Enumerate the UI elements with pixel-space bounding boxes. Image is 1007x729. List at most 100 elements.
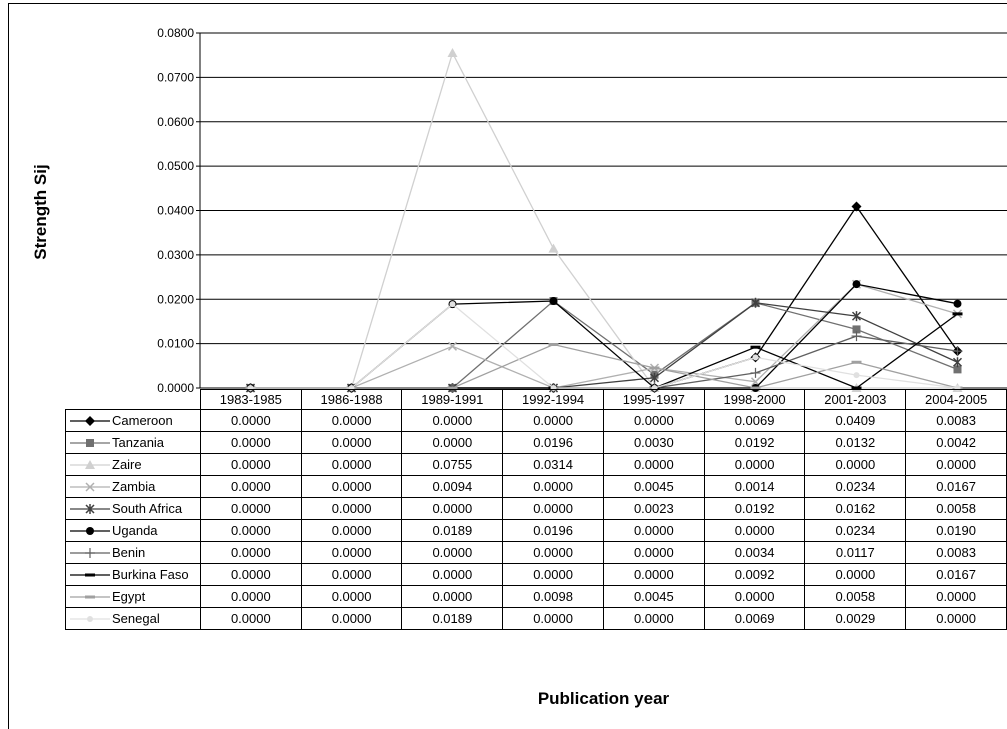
data-label: 0.0000 — [300, 541, 403, 564]
legend-label: Tanzania — [112, 435, 165, 451]
y-tick-label: 0.0600 — [157, 115, 194, 129]
y-tick-label: 0.0200 — [157, 292, 194, 306]
data-label: 0.0190 — [905, 519, 1007, 542]
x-category-label: 1983-1985 — [199, 389, 302, 410]
data-label: 0.0058 — [804, 585, 907, 608]
data-point-zambia — [447, 341, 458, 351]
x-category-label: 1995-1997 — [602, 389, 705, 410]
data-label: 0.0000 — [199, 431, 302, 454]
data-label: 0.0000 — [602, 519, 705, 542]
legend-marker — [85, 460, 95, 470]
data-point-burkina-faso — [851, 386, 862, 390]
series-senegal — [247, 301, 961, 391]
legend-entry-egypt: Egypt — [65, 585, 201, 608]
table-row: South Africa 0.0000 0.0000 0.0000 0.0000 0.00… — [65, 497, 1007, 520]
y-tick-label: 0.0500 — [157, 159, 194, 173]
data-point-uganda — [852, 280, 861, 289]
data-label: 0.0030 — [602, 431, 705, 454]
y-tick-label: 0.0700 — [157, 70, 194, 84]
legend-label: South Africa — [112, 501, 183, 517]
data-label: 0.0162 — [804, 497, 907, 520]
data-label: 0.0000 — [804, 563, 907, 586]
data-label: 0.0189 — [401, 519, 504, 542]
data-label: 0.0000 — [401, 409, 504, 432]
data-label: 0.0000 — [199, 519, 302, 542]
data-label: 0.0000 — [401, 585, 504, 608]
data-label: 0.0000 — [502, 607, 604, 630]
legend-label: Egypt — [112, 589, 146, 605]
legend-marker — [85, 548, 95, 559]
data-label: 0.0000 — [199, 563, 302, 586]
x-category-label: 2004-2005 — [905, 389, 1007, 410]
series-line-south-africa — [250, 302, 958, 389]
data-label: 0.0000 — [300, 453, 403, 476]
data-table: 1983-1985 1986-1988 1989-1991 1992-1994 1995… — [65, 389, 1007, 630]
data-label: 0.0045 — [602, 475, 705, 498]
data-point-benin — [750, 367, 761, 378]
y-tick-label: 0.0400 — [157, 204, 194, 218]
data-label: 0.0042 — [905, 431, 1007, 454]
data-label: 0.0000 — [401, 431, 504, 454]
data-label: 0.0034 — [703, 541, 806, 564]
data-point-egypt — [851, 360, 862, 364]
data-label: 0.0000 — [300, 475, 403, 498]
y-axis-label: Strength Sij — [31, 164, 50, 259]
data-label: 0.0000 — [602, 453, 705, 476]
data-label: 0.0196 — [502, 519, 604, 542]
series-line-egypt — [250, 343, 958, 389]
data-point-cameroon — [851, 201, 862, 212]
table-row: Zaire 0.0000 0.0000 0.0755 0.0314 0.0000 0.000… — [65, 453, 1007, 476]
data-label: 0.0000 — [502, 563, 604, 586]
data-point-south-africa — [952, 357, 963, 368]
table-row: Senegal 0.0000 0.0000 0.0189 0.0000 0.0000 0.0… — [65, 607, 1007, 630]
legend-marker — [86, 527, 94, 536]
legend-label: Burkina Faso — [112, 567, 189, 583]
data-label: 0.0000 — [602, 607, 705, 630]
data-label: 0.0014 — [703, 475, 806, 498]
series-cameroon — [245, 201, 963, 393]
legend-key-zaire — [70, 460, 110, 470]
data-label: 0.0000 — [300, 607, 403, 630]
data-label: 0.0000 — [300, 585, 403, 608]
data-point-egypt — [649, 366, 660, 370]
data-point-egypt — [548, 343, 559, 347]
data-point-uganda — [953, 299, 962, 308]
data-label: 0.0234 — [804, 475, 907, 498]
legend-key-zambia — [70, 482, 110, 492]
data-label: 0.0167 — [905, 563, 1007, 586]
table-row: Cameroon 0.0000 0.0000 0.0000 0.0000 0.0000 0.… — [65, 409, 1007, 432]
data-label: 0.0000 — [300, 519, 403, 542]
data-label: 0.0000 — [602, 409, 705, 432]
data-point-burkina-faso — [952, 312, 963, 316]
x-category-label: 1992-1994 — [502, 389, 604, 410]
legend-key-south-africa — [70, 504, 110, 515]
data-label: 0.0069 — [703, 607, 806, 630]
data-label: 0.0132 — [804, 431, 907, 454]
data-point-senegal — [752, 354, 759, 361]
data-point-zaire — [548, 243, 559, 253]
data-label: 0.0192 — [703, 497, 806, 520]
table-row: Burkina Faso 0.0000 0.0000 0.0000 0.0000 0.00… — [65, 563, 1007, 586]
data-label: 0.0058 — [905, 497, 1007, 520]
table-row: Zambia 0.0000 0.0000 0.0094 0.0000 0.0045 0.00… — [65, 475, 1007, 498]
legend-marker — [85, 504, 95, 515]
data-label: 0.0000 — [199, 497, 302, 520]
series-line-cameroon — [250, 205, 959, 389]
legend-entry-zaire: Zaire — [65, 453, 201, 476]
x-category-label: 1986-1988 — [300, 389, 403, 410]
legend-marker — [85, 573, 95, 577]
data-label: 0.0000 — [602, 563, 705, 586]
x-axis-label: Publication year — [537, 689, 670, 708]
data-label: 0.0000 — [401, 563, 504, 586]
data-label: 0.0000 — [703, 585, 806, 608]
x-category-label: 2001-2003 — [804, 389, 907, 410]
data-point-uganda — [549, 297, 558, 306]
data-label: 0.0092 — [703, 563, 806, 586]
legend-marker — [86, 439, 94, 448]
legend-key-egypt — [70, 595, 110, 599]
legend-entry-uganda: Uganda — [65, 519, 201, 542]
data-label: 0.0000 — [199, 475, 302, 498]
data-point-egypt — [750, 386, 761, 390]
data-label: 0.0098 — [502, 585, 604, 608]
